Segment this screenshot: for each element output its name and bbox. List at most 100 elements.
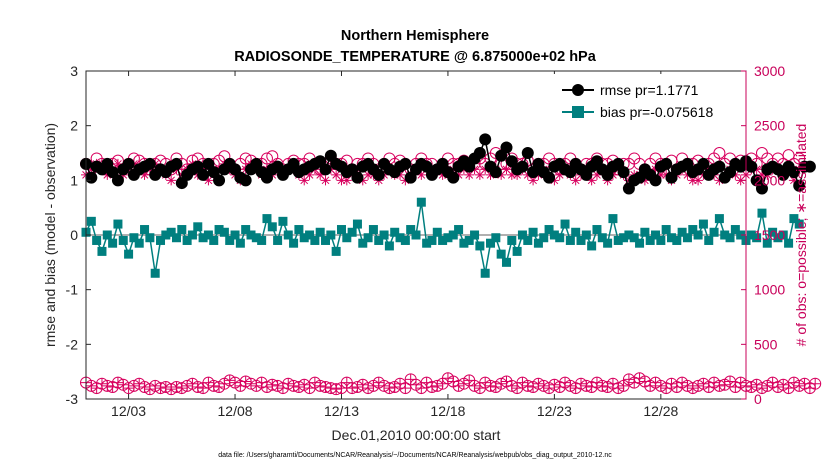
rmse-point — [473, 147, 486, 159]
bias-point — [587, 241, 597, 251]
y2-tick-label: 2000 — [754, 172, 785, 188]
bias-point — [565, 235, 575, 245]
bias-point — [517, 230, 527, 240]
x-tick-label: 12/18 — [430, 403, 465, 419]
bias-point — [246, 230, 256, 240]
bias-point — [118, 235, 128, 245]
y-axis-ticks: 3 2 1 0 -1 -2 -3 — [66, 63, 91, 407]
rmse-point — [713, 160, 726, 173]
bias-point — [113, 219, 123, 229]
bias-point — [608, 214, 618, 224]
assimilated-point — [416, 169, 427, 180]
bias-point — [97, 246, 107, 256]
count-point-cross — [399, 382, 411, 394]
bias-point — [512, 246, 522, 256]
assimilated-point — [591, 169, 602, 180]
y-tick-label: -1 — [66, 282, 79, 298]
y2-tick-label: 3000 — [754, 63, 785, 79]
bias-point — [757, 208, 767, 218]
y2-tick-label: 0 — [754, 391, 762, 407]
y-tick-label: -2 — [66, 336, 79, 352]
bias-point — [315, 227, 325, 237]
bias-point — [203, 230, 213, 240]
count-point-cross — [809, 378, 821, 390]
assimilated-point — [687, 175, 698, 186]
bias-point — [427, 235, 437, 245]
bias-point — [262, 214, 272, 224]
bias-point — [331, 246, 341, 256]
bias-point — [321, 235, 331, 245]
assimilated-point — [299, 175, 310, 186]
y-tick-label: 0 — [70, 227, 78, 243]
bias-point — [86, 216, 96, 226]
rmse-point — [213, 174, 226, 187]
bias-point — [108, 238, 118, 248]
assimilated-point — [336, 175, 347, 186]
bias-point — [533, 238, 543, 248]
rmse-point — [803, 160, 816, 173]
bias-point — [746, 230, 756, 240]
bias-point — [459, 238, 469, 248]
rmse-point — [793, 179, 806, 192]
bias-point — [166, 227, 176, 237]
bias-point — [454, 225, 464, 235]
bias-point — [278, 216, 288, 226]
assimilated-point — [203, 175, 214, 186]
bias-point — [326, 230, 336, 240]
bias-point — [161, 230, 171, 240]
rmse-point — [617, 166, 630, 179]
bias-point — [443, 233, 453, 243]
rmse-point — [745, 160, 758, 173]
rmse-point — [516, 160, 529, 173]
bias-point — [257, 235, 267, 245]
bias-point — [342, 233, 352, 243]
y-tick-label: -3 — [66, 391, 79, 407]
bias-point — [289, 238, 299, 248]
possible-point — [713, 147, 726, 159]
bias-point — [725, 233, 735, 243]
x-axis-ticks: 12/03 12/08 12/13 12/18 12/23 12/28 — [111, 71, 679, 419]
assimilated-point — [586, 175, 597, 186]
assimilated-point — [363, 169, 374, 180]
bias-point — [507, 235, 517, 245]
bias-point — [730, 225, 740, 235]
bias-point — [581, 230, 591, 240]
legend-bias-label: bias pr=-0.075618 — [600, 104, 713, 120]
rmse-point — [521, 147, 534, 159]
bias-point — [778, 230, 788, 240]
bias-point — [182, 235, 192, 245]
bias-point — [438, 235, 448, 245]
bias-point — [571, 227, 581, 237]
y2-tick-label: 1000 — [754, 282, 785, 298]
bias-point — [395, 233, 405, 243]
bias-point — [794, 219, 804, 229]
bias-point — [523, 235, 533, 245]
bias-point — [640, 227, 650, 237]
bias-point — [171, 233, 181, 243]
y2-axis-ticks: 3000 2500 2000 1500 1000 500 0 — [741, 63, 785, 407]
bias-point — [789, 214, 799, 224]
bias-point — [635, 238, 645, 248]
x-tick-label: 12/23 — [537, 403, 572, 419]
bias-point — [592, 225, 602, 235]
bias-point — [560, 219, 570, 229]
bias-point — [374, 235, 384, 245]
series-bias — [81, 197, 804, 278]
bias-point — [528, 227, 538, 237]
bias-point — [102, 230, 112, 240]
bias-point — [555, 233, 565, 243]
assimilated-point — [554, 169, 565, 180]
bias-point — [714, 214, 724, 224]
rmse-point — [755, 182, 768, 195]
x-tick-label: 12/08 — [218, 403, 253, 419]
bias-point — [496, 249, 506, 259]
bias-point — [475, 241, 485, 251]
assimilated-point — [166, 175, 177, 186]
assimilated-point — [474, 169, 485, 180]
bias-point — [661, 225, 671, 235]
bias-point — [129, 233, 139, 243]
bias-point — [134, 238, 144, 248]
bias-point — [629, 233, 639, 243]
bias-point — [156, 235, 166, 245]
bias-point — [124, 249, 134, 259]
